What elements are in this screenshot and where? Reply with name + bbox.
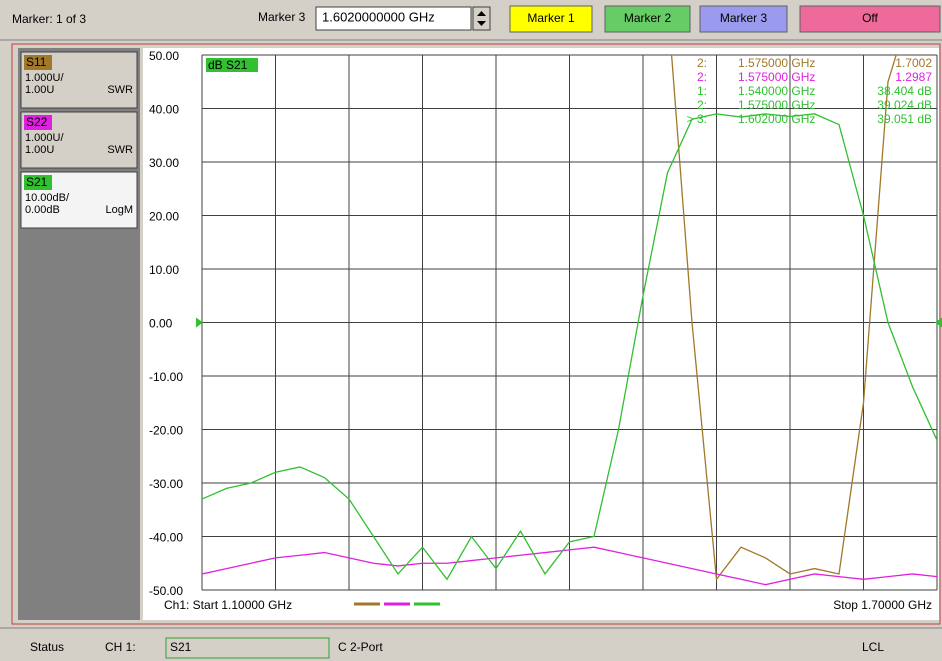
readout-freq: 1.575000 GHz: [738, 98, 815, 112]
readout-id: > 3:: [687, 112, 707, 126]
stop-label: Stop 1.70000 GHz: [833, 598, 932, 612]
status-measurement: S21: [170, 640, 192, 654]
y-tick-label: -30.00: [149, 477, 183, 491]
trace-scale: 10.00dB/: [25, 192, 70, 204]
chart-title: dB S21: [208, 58, 248, 72]
marker-label: Marker 3: [258, 10, 306, 24]
marker-button-label: Off: [862, 11, 878, 25]
marker-button-label: Marker 3: [720, 11, 768, 25]
trace-format: SWR: [107, 144, 133, 156]
y-tick-label: 0.00: [149, 317, 173, 331]
status-bar: [0, 628, 942, 661]
status-label: Status: [30, 640, 64, 654]
ref-arrow: [196, 317, 203, 328]
y-tick-label: 50.00: [149, 49, 179, 63]
status-channel: CH 1:: [105, 640, 136, 654]
spinner-arrows: [477, 11, 486, 26]
readout-freq: 1.602000 GHz: [738, 112, 815, 126]
y-tick-label: 20.00: [149, 210, 179, 224]
marker-button-label: Marker 1: [527, 11, 575, 25]
trace-format: SWR: [107, 84, 133, 96]
trace-swatch: [24, 175, 52, 190]
trace-swatch: [24, 55, 52, 70]
frame: [11, 43, 941, 625]
readout-freq: 1.540000 GHz: [738, 84, 815, 98]
readout-value: 38.404 dB: [877, 84, 932, 98]
spinner[interactable]: [472, 6, 491, 31]
status-measurement-box: [165, 637, 330, 659]
marker-button-label: Marker 2: [624, 11, 672, 25]
trace-format: LogM: [105, 204, 133, 216]
status-cal: C 2-Port: [338, 640, 383, 654]
trace-ref: 1.00U: [25, 84, 54, 96]
trace-name: S22: [26, 115, 48, 129]
marker-freq-input[interactable]: [315, 6, 472, 31]
title-bg: [206, 58, 258, 72]
plot-bg: [143, 48, 939, 620]
trace-ref: 0.00dB: [25, 204, 60, 216]
y-tick-label: -20.00: [149, 424, 183, 438]
y-tick-label: -50.00: [149, 584, 183, 598]
y-tick-label: 40.00: [149, 103, 179, 117]
readout-value: 1.2987: [895, 70, 932, 84]
readout-id: 2:: [697, 56, 707, 70]
trace-line: [670, 55, 897, 582]
trace-name: S11: [26, 55, 47, 69]
readout-id: 1:: [697, 84, 707, 98]
trace-swatch: [24, 115, 52, 130]
start-label: Ch1: Start 1.10000 GHz: [164, 598, 292, 612]
ref-arrow: [935, 317, 942, 328]
y-tick-label: -10.00: [149, 370, 183, 384]
trace-scale: 1.000U/: [25, 132, 64, 144]
readout-id: 2:: [697, 70, 707, 84]
marker-count: Marker: 1 of 3: [12, 12, 86, 26]
trace-ref: 1.00U: [25, 144, 54, 156]
readout-freq: 1.575000 GHz: [738, 56, 815, 70]
status-mode: LCL: [862, 640, 884, 654]
trace-name: S21: [26, 175, 48, 189]
trace-line: [202, 113, 937, 581]
readout-id: 2:: [697, 98, 707, 112]
trace-line: [202, 546, 937, 586]
readout-freq: 1.575000 GHz: [738, 70, 815, 84]
readout-value: 39.051 dB: [877, 112, 932, 126]
marker-button[interactable]: [799, 5, 941, 33]
marker-button[interactable]: [604, 5, 691, 33]
y-tick-label: 10.00: [149, 263, 179, 277]
marker-button[interactable]: [699, 5, 788, 33]
y-tick-label: -40.00: [149, 531, 183, 545]
marker-freq: 1.6020000000 GHz: [322, 9, 435, 24]
readout-value: 39.024 dB: [877, 98, 932, 112]
readout-value: 1.7002: [895, 56, 932, 70]
trace-scale: 1.000U/: [25, 72, 64, 84]
marker-button[interactable]: [509, 5, 593, 33]
y-tick-label: 30.00: [149, 156, 179, 170]
